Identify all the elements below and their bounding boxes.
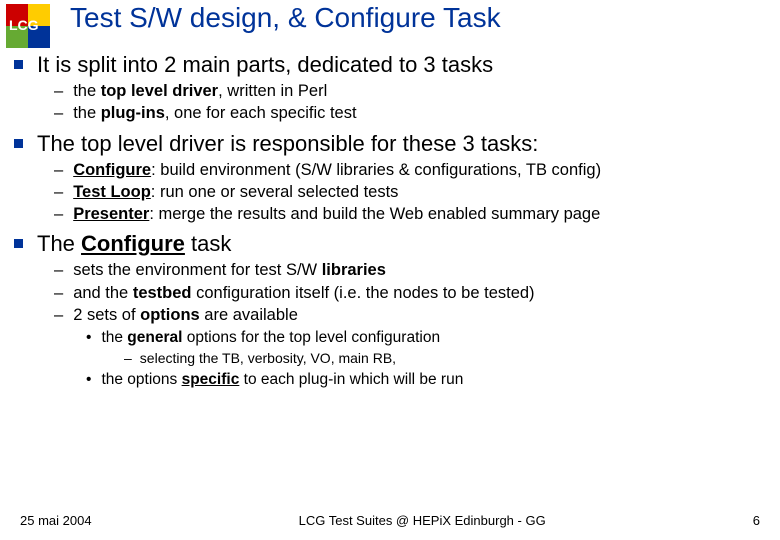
bullet-text: It is split into 2 main parts, dedicated…	[37, 52, 493, 78]
dot-icon: •	[86, 328, 91, 349]
sub-bullet: –sets the environment for test S/W libra…	[54, 259, 766, 281]
dash-icon: –	[54, 181, 63, 203]
sub-bullet: –Presenter: merge the results and build …	[54, 203, 766, 225]
footer-page-number: 6	[753, 513, 760, 528]
sub-bullet: –Test Loop: run one or several selected …	[54, 181, 766, 203]
sub-sub-sub-bullet: –selecting the TB, verbosity, VO, main R…	[124, 349, 766, 368]
bullet-text: The Configure task	[37, 231, 231, 257]
sub-bullet-text: the top level driver, written in Perl	[73, 80, 327, 102]
slide-body: It is split into 2 main parts, dedicated…	[14, 46, 766, 391]
bullet-text: The top level driver is responsible for …	[37, 131, 538, 157]
dash-icon: –	[54, 203, 63, 225]
sub-bullet: –Configure: build environment (S/W libra…	[54, 159, 766, 181]
dot-icon: •	[86, 370, 91, 391]
dash-icon: –	[54, 102, 63, 124]
slide-footer: 25 mai 2004 LCG Test Suites @ HEPiX Edin…	[0, 513, 780, 528]
dash-icon: –	[54, 304, 63, 326]
dash-icon: –	[54, 159, 63, 181]
footer-date: 25 mai 2004	[20, 513, 92, 528]
bullet-1: It is split into 2 main parts, dedicated…	[14, 52, 766, 78]
sub-sub-bullet-text: the options specific to each plug-in whi…	[101, 370, 463, 391]
dash-icon: –	[54, 80, 63, 102]
sub-bullet: –2 sets of options are available	[54, 304, 766, 326]
bullet-3: The Configure task	[14, 231, 766, 257]
sub-sub-bullet-text: the general options for the top level co…	[101, 328, 440, 349]
sub-sub-bullet: • the options specific to each plug-in wh…	[86, 370, 766, 391]
lvl4-text: selecting the TB, verbosity, VO, main RB…	[140, 349, 396, 368]
sub-sub-bullet: • the general options for the top level c…	[86, 328, 766, 349]
sub-bullet: –the top level driver, written in Perl	[54, 80, 766, 102]
sub-bullet-text: and the testbed configuration itself (i.…	[73, 282, 534, 304]
bullet-square-icon	[14, 60, 23, 69]
dash-icon: –	[124, 349, 132, 368]
sub-bullet-text: 2 sets of options are available	[73, 304, 298, 326]
sub-bullet: –the plug-ins, one for each specific tes…	[54, 102, 766, 124]
bullet-square-icon	[14, 239, 23, 248]
sub-bullet-text: the plug-ins, one for each specific test	[73, 102, 356, 124]
logo-text: LCG	[9, 17, 39, 33]
dash-icon: –	[54, 282, 63, 304]
bullet-square-icon	[14, 139, 23, 148]
footer-center: LCG Test Suites @ HEPiX Edinburgh - GG	[299, 513, 546, 528]
slide-title: Test S/W design, & Configure Task	[70, 2, 501, 34]
sub-bullet-text: Presenter: merge the results and build t…	[73, 203, 600, 225]
dash-icon: –	[54, 259, 63, 281]
lcg-logo: LCG	[6, 4, 50, 48]
sub-bullet-text: Configure: build environment (S/W librar…	[73, 159, 601, 181]
sub-bullet-text: Test Loop: run one or several selected t…	[73, 181, 398, 203]
sub-bullet-text: sets the environment for test S/W librar…	[73, 259, 386, 281]
bullet-2: The top level driver is responsible for …	[14, 131, 766, 157]
sub-bullet: –and the testbed configuration itself (i…	[54, 282, 766, 304]
